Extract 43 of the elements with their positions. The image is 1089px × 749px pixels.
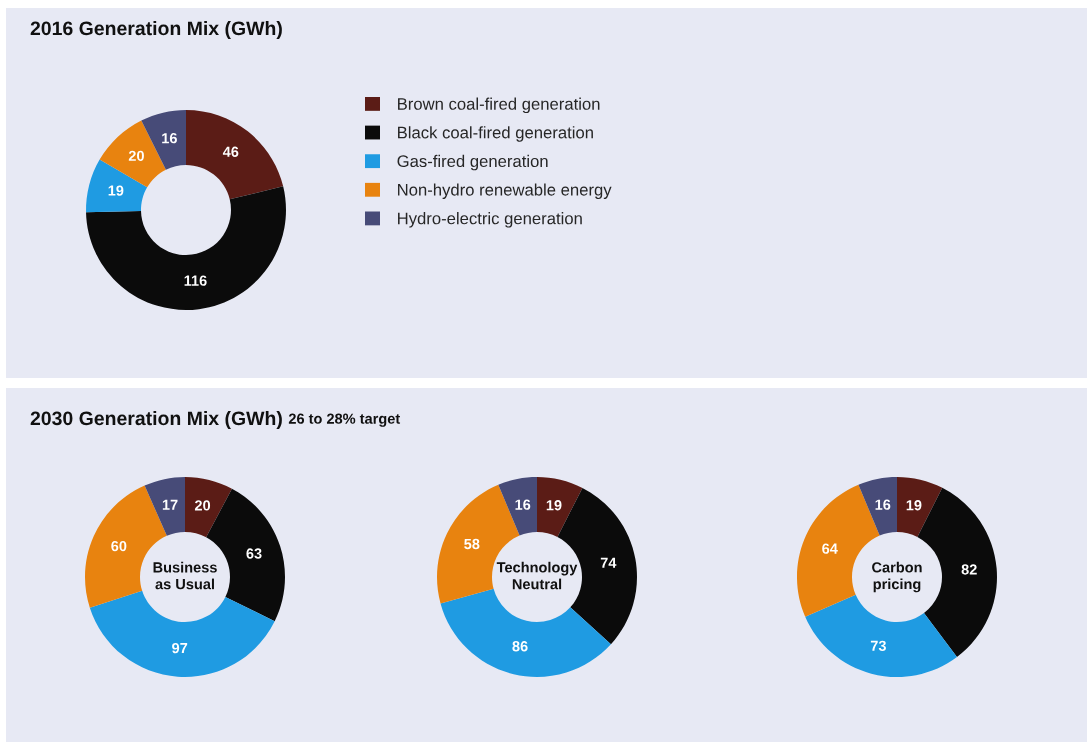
data-label: 19 xyxy=(546,500,562,511)
data-label: 73 xyxy=(870,640,886,651)
legend-label: Hydro-electric generation xyxy=(398,212,582,228)
text: Business as Usual xyxy=(153,561,217,590)
legend-label: Black coal-fired generation xyxy=(398,126,593,142)
data-label: 58 xyxy=(464,538,480,550)
text: 26 to 28% target xyxy=(288,413,401,427)
data-label: 60 xyxy=(111,540,127,552)
chart-title: 2016 Generation Mix (GWh) xyxy=(30,20,282,40)
legend-label: Gas-fired generation xyxy=(397,154,548,171)
data-label: 16 xyxy=(162,133,177,144)
chart-title: 2030 Generation Mix (GWh) xyxy=(30,410,282,430)
data-label: 97 xyxy=(172,642,188,654)
donut-slice xyxy=(858,477,897,536)
legend-label: Non-hydro renewable energy xyxy=(398,183,612,199)
data-label: 20 xyxy=(128,150,144,162)
donut-slice xyxy=(440,588,611,677)
donut-slice xyxy=(805,594,957,677)
text: Technology Neutral xyxy=(496,561,578,590)
donut-slice xyxy=(537,477,583,537)
data-label: 64 xyxy=(822,543,838,554)
text: Carbon pricing xyxy=(872,561,922,593)
data-label: 63 xyxy=(246,548,262,559)
data-label: 20 xyxy=(194,500,211,511)
legend-label: Brown coal-fired generation xyxy=(398,97,600,114)
data-label: 19 xyxy=(108,185,124,196)
donut-slice xyxy=(185,477,232,538)
donut-slice xyxy=(86,186,286,310)
donut-slice xyxy=(498,477,537,536)
data-label: 16 xyxy=(875,499,891,510)
data-label: 17 xyxy=(162,499,178,510)
donut-slice xyxy=(86,159,148,213)
data-label: 19 xyxy=(906,500,922,511)
donut-slice xyxy=(89,590,275,677)
data-label: 46 xyxy=(222,146,239,157)
donut-slice xyxy=(897,477,943,537)
data-label: 74 xyxy=(600,557,617,568)
data-label: 86 xyxy=(512,641,528,652)
donut-slice xyxy=(186,110,284,200)
data-label: 82 xyxy=(961,564,977,575)
data-label: 16 xyxy=(515,499,531,510)
donut-slice xyxy=(144,477,185,536)
data-label: 116 xyxy=(184,275,207,286)
